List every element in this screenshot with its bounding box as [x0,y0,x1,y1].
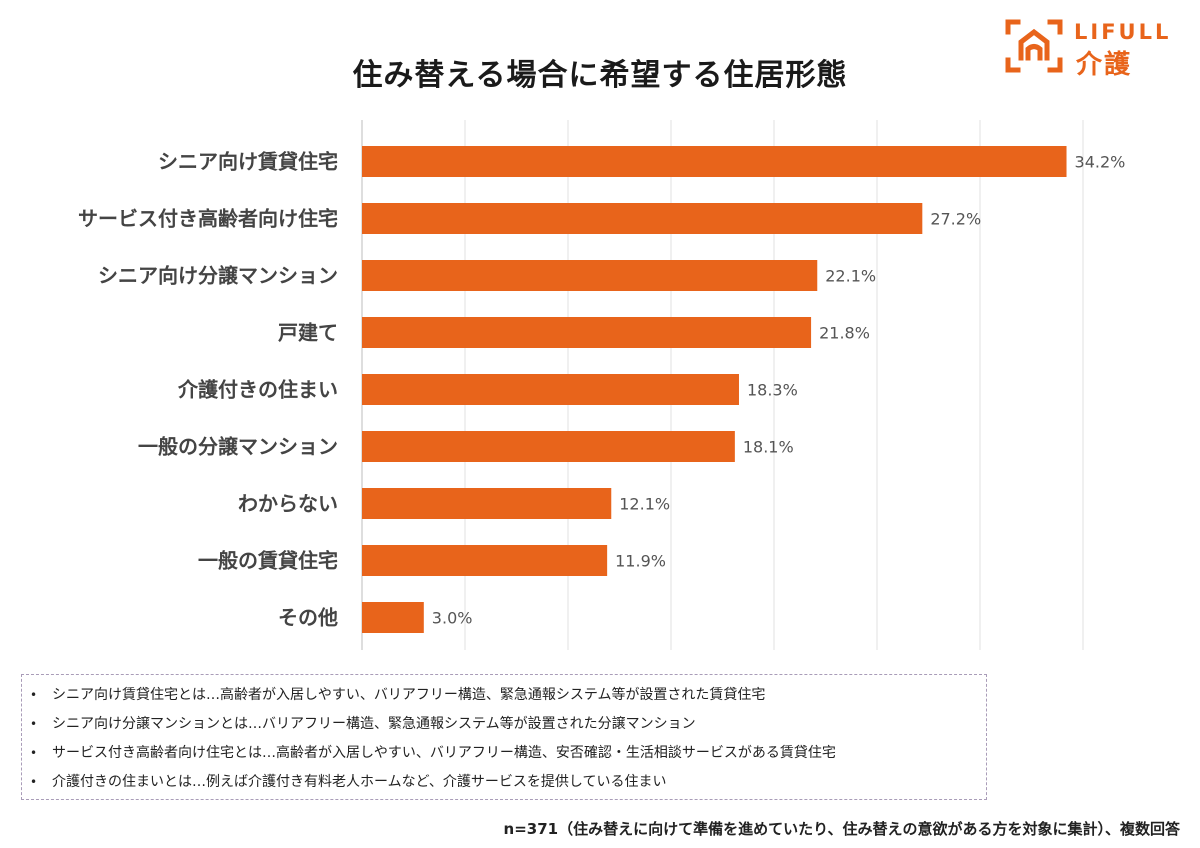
bar [362,602,424,633]
house-logo-icon [1005,19,1063,73]
category-label: シニア向け分譲マンション [98,264,338,288]
note-text: シニア向け賃貸住宅とは…高齢者が入居しやすい、バリアフリー構造、緊急通報システム… [52,687,766,703]
value-label: 18.1% [743,438,794,457]
note-text: シニア向け分譲マンションとは…バリアフリー構造、緊急通報システム等が設置された分… [52,716,696,732]
bar [362,545,608,576]
bullet: • [30,688,38,702]
bar [362,317,812,348]
bar-chart: シニア向け賃貸住宅 34.2% サービス付き高齢者向け住宅 27.2% シニア向け分譲マ… [78,120,1126,650]
category-label: サービス付き高齢者向け住宅 [78,207,338,231]
bullet: • [30,717,38,731]
chart-title: 住み替える場合に希望する住居形態 [352,58,848,93]
value-label: 11.9% [615,552,666,571]
note-item: • サービス付き高齢者向け住宅とは…高齢者が入居しやすい、バリアフリー構造、安否確… [30,739,986,768]
value-label: 22.1% [825,267,876,286]
bar [362,260,818,291]
category-label: 一般の賃貸住宅 [198,549,338,573]
value-label: 3.0% [432,609,473,628]
bar [362,374,739,405]
note-item: • 介護付きの住まいとは…例えば介護付き有料老人ホームなど、介護サービスを提供して… [30,768,986,797]
note-text: 介護付きの住まいとは…例えば介護付き有料老人ホームなど、介護サービスを提供してい… [52,774,667,790]
value-label: 21.8% [819,324,870,343]
logo-name: LIFULL [1074,20,1172,44]
bullet: • [30,746,38,760]
bar [362,431,735,462]
value-label: 12.1% [619,495,670,514]
definitions-box: • シニア向け賃貸住宅とは…高齢者が入居しやすい、バリアフリー構造、緊急通報システ… [21,674,987,800]
category-label: 戸建て [278,321,338,345]
category-label: シニア向け賃貸住宅 [158,150,338,174]
category-label: わからない [238,492,338,516]
bar [362,203,923,234]
lifull-kaigo-logo: LIFULL 介護 [1004,18,1184,80]
note-item: • シニア向け分譲マンションとは…バリアフリー構造、緊急通報システム等が設置された… [30,710,986,739]
value-label: 34.2% [1075,153,1126,172]
note-item: • シニア向け賃貸住宅とは…高齢者が入居しやすい、バリアフリー構造、緊急通報システ… [30,681,986,710]
value-label: 18.3% [747,381,798,400]
category-label: その他 [278,606,338,630]
bar [362,146,1067,177]
value-label: 27.2% [930,210,981,229]
bar [362,488,612,519]
sample-footnote: n=371（住み替えに向けて準備を進めていたり、住み替えの意欲がある方を対象に集… [503,820,1180,838]
note-text: サービス付き高齢者向け住宅とは…高齢者が入居しやすい、バリアフリー構造、安否確認… [52,745,836,761]
logo-sub: 介護 [1076,50,1133,80]
category-label: 介護付きの住まい [177,378,338,402]
category-label: 一般の分譲マンション [138,435,338,459]
bullet: • [30,775,38,789]
